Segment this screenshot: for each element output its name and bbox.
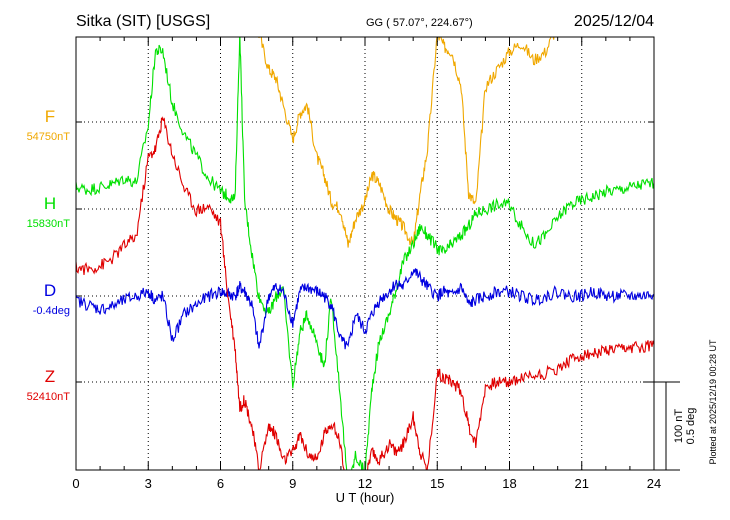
- x-tick-label: 15: [430, 476, 444, 491]
- x-tick-label: 0: [72, 476, 79, 491]
- x-tick-label: 12: [358, 476, 372, 491]
- baseline-value-h: 15830nT: [27, 218, 71, 230]
- component-label-d: D: [44, 281, 56, 300]
- baseline-value-f: 54750nT: [27, 131, 71, 143]
- series-line-d: [76, 268, 654, 350]
- series-line-f: [258, 37, 555, 248]
- x-axis: 0 3 6 9 12 15 18 21 24: [72, 37, 661, 491]
- scale-bar-deg: 0.5 deg: [685, 408, 697, 445]
- x-axis-label: U T (hour): [336, 490, 395, 505]
- series-line-z: [76, 116, 654, 470]
- scale-bar: 100 nT 0.5 deg: [643, 381, 697, 471]
- x-tick-label: 6: [217, 476, 224, 491]
- baseline-value-d: -0.4deg: [33, 305, 70, 317]
- series-group: [76, 37, 654, 470]
- x-tick-label: 24: [647, 476, 661, 491]
- coordinates-label: GG ( 57.07°, 224.67°): [366, 17, 473, 29]
- plotted-at-label: Plotted at 2025/12/19 00:28 UT: [708, 339, 718, 465]
- x-tick-label: 3: [145, 476, 152, 491]
- date-label: 2025/12/04: [574, 13, 654, 30]
- component-label-z: Z: [45, 367, 55, 386]
- x-tick-label: 18: [502, 476, 516, 491]
- series-line-h: [76, 37, 654, 470]
- x-tick-label: 9: [289, 476, 296, 491]
- x-tick-label: 21: [575, 476, 589, 491]
- grid: [76, 37, 654, 470]
- component-labels: F 54750nT H 15830nT D -0.4deg Z 52410nT: [27, 107, 71, 403]
- station-title: Sitka (SIT) [USGS]: [76, 13, 210, 30]
- scale-bar-nt: 100 nT: [673, 409, 685, 444]
- baseline-value-z: 52410nT: [27, 391, 71, 403]
- component-label-f: F: [45, 107, 55, 126]
- component-label-h: H: [44, 194, 56, 213]
